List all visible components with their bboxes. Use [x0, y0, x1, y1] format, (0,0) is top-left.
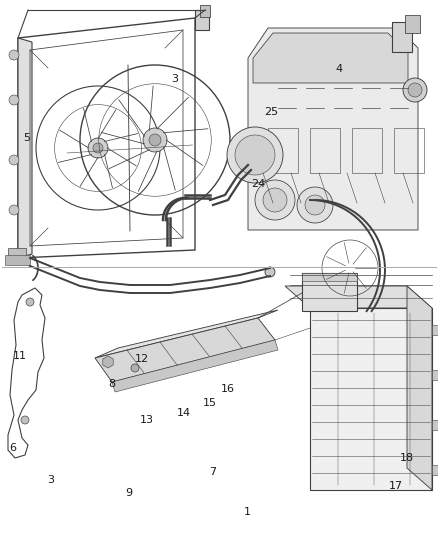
- Bar: [432, 370, 438, 380]
- Text: 17: 17: [389, 481, 403, 491]
- Circle shape: [21, 416, 29, 424]
- Text: 5: 5: [24, 133, 31, 142]
- Circle shape: [131, 364, 139, 372]
- Bar: [268, 128, 298, 173]
- Text: 7: 7: [209, 467, 216, 477]
- Text: 24: 24: [251, 179, 265, 189]
- Text: 8: 8: [108, 379, 115, 389]
- Circle shape: [255, 180, 295, 220]
- Circle shape: [265, 267, 275, 277]
- Polygon shape: [253, 33, 408, 83]
- Text: 3: 3: [171, 74, 178, 84]
- Bar: [392, 22, 412, 52]
- Text: 16: 16: [221, 384, 235, 394]
- Text: 11: 11: [13, 351, 27, 361]
- Text: 6: 6: [9, 443, 16, 453]
- Circle shape: [227, 127, 283, 183]
- Text: 18: 18: [400, 454, 414, 463]
- Circle shape: [149, 134, 161, 146]
- Text: 4: 4: [335, 64, 342, 74]
- Polygon shape: [18, 38, 32, 258]
- Circle shape: [403, 78, 427, 102]
- Bar: [310, 308, 432, 490]
- Text: 9: 9: [126, 488, 133, 498]
- Bar: [195, 10, 209, 30]
- Circle shape: [9, 205, 19, 215]
- Circle shape: [93, 143, 103, 153]
- Polygon shape: [407, 286, 432, 490]
- Bar: [405, 15, 420, 33]
- Polygon shape: [95, 318, 275, 382]
- Circle shape: [305, 195, 325, 215]
- Text: 13: 13: [140, 415, 154, 425]
- Text: 3: 3: [47, 475, 54, 484]
- Bar: [352, 128, 382, 173]
- Text: 1: 1: [244, 507, 251, 516]
- Circle shape: [263, 188, 287, 212]
- Text: 12: 12: [135, 354, 149, 364]
- Polygon shape: [248, 28, 418, 230]
- Bar: [394, 128, 424, 173]
- Circle shape: [9, 50, 19, 60]
- Circle shape: [26, 298, 34, 306]
- Bar: [310, 128, 340, 173]
- Text: 25: 25: [265, 107, 279, 117]
- Circle shape: [408, 83, 422, 97]
- Polygon shape: [95, 310, 278, 358]
- Circle shape: [9, 95, 19, 105]
- Text: 14: 14: [177, 408, 191, 418]
- Bar: [302, 273, 357, 281]
- Polygon shape: [112, 340, 278, 392]
- Bar: [432, 465, 438, 475]
- Bar: [432, 420, 438, 430]
- Text: 15: 15: [202, 398, 216, 408]
- Circle shape: [88, 138, 108, 158]
- Bar: [302, 273, 357, 311]
- Circle shape: [297, 187, 333, 223]
- Bar: [432, 325, 438, 335]
- Circle shape: [9, 155, 19, 165]
- Bar: [200, 5, 210, 17]
- Circle shape: [235, 135, 275, 175]
- Polygon shape: [285, 286, 432, 308]
- Bar: [8, 248, 26, 262]
- Circle shape: [143, 128, 167, 152]
- Bar: [5, 255, 30, 265]
